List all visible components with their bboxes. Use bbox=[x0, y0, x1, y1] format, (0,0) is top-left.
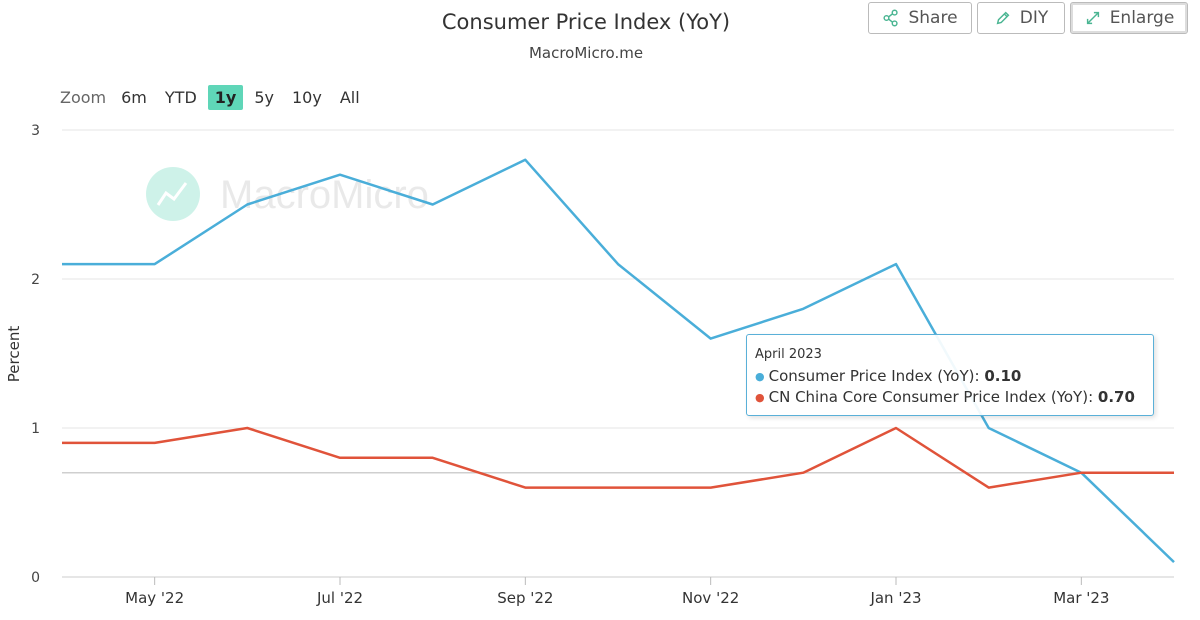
tooltip-date: April 2023 bbox=[755, 347, 822, 362]
zoom-5y-button[interactable]: 5y bbox=[254, 88, 274, 107]
x-tick-label: Jul '22 bbox=[316, 589, 363, 607]
tooltip-row-value: 0.70 bbox=[1097, 388, 1135, 406]
watermark: MacroMicro bbox=[146, 167, 429, 221]
series-dot-icon: ● bbox=[755, 370, 765, 383]
chart-subtitle: MacroMicro.me bbox=[528, 44, 644, 62]
zoom-selector: Zoom 6m YTD 1y 5y 10y All bbox=[60, 85, 371, 110]
series-lines bbox=[62, 158, 1175, 563]
tooltip-row-label: Consumer Price Index (YoY): bbox=[768, 367, 985, 385]
y-tick-label: 2 bbox=[31, 272, 40, 288]
y-axis-title: Percent bbox=[5, 326, 23, 383]
x-tick-label: May '22 bbox=[125, 589, 184, 607]
share-icon bbox=[883, 9, 899, 27]
y-tick-label: 3 bbox=[31, 123, 40, 139]
share-button-label: Share bbox=[908, 8, 958, 28]
tooltip-row-cpi: ● Consumer Price Index (YoY): 0.10 bbox=[755, 366, 1145, 387]
x-axis: May '22 Jul '22 Sep '22 Nov '22 Jan '23 Mar '… bbox=[62, 576, 1174, 607]
enlarge-button-label: Enlarge bbox=[1109, 8, 1175, 28]
tooltip-row-label: CN China Core Consumer Price Index (YoY)… bbox=[768, 388, 1098, 406]
x-tick-label: Nov '22 bbox=[682, 589, 739, 607]
tooltip: April 2023 ● Consumer Price Index (YoY): … bbox=[746, 334, 1154, 416]
diy-button-label: DIY bbox=[1019, 8, 1049, 28]
zoom-10y-button[interactable]: 10y bbox=[291, 88, 322, 107]
x-tick-label: Sep '22 bbox=[497, 589, 553, 607]
y-tick-label: 0 bbox=[31, 570, 40, 586]
diy-button[interactable]: DIY bbox=[977, 2, 1065, 34]
zoom-6m-button[interactable]: 6m bbox=[121, 88, 147, 107]
watermark-logo-icon bbox=[146, 167, 200, 221]
series-line-1 bbox=[62, 426, 1174, 489]
tooltip-row-value: 0.10 bbox=[984, 367, 1022, 385]
pencil-icon bbox=[996, 11, 1010, 25]
zoom-ytd-button[interactable]: YTD bbox=[164, 88, 197, 107]
enlarge-button[interactable]: Enlarge bbox=[1070, 2, 1188, 34]
expand-icon bbox=[1086, 11, 1099, 25]
tooltip-row-core-cpi: ● CN China Core Consumer Price Index (YoY… bbox=[755, 387, 1145, 408]
x-tick-label: Jan '23 bbox=[869, 589, 921, 607]
y-tick-label: 1 bbox=[31, 421, 40, 437]
y-axis-labels: 0 1 2 3 bbox=[31, 123, 40, 586]
series-dot-icon: ● bbox=[755, 391, 765, 404]
x-tick-label: Mar '23 bbox=[1053, 589, 1109, 607]
zoom-all-button[interactable]: All bbox=[339, 88, 360, 107]
zoom-label: Zoom bbox=[60, 88, 107, 107]
watermark-logo-stroke bbox=[156, 182, 188, 206]
zoom-1y-button[interactable]: 1y bbox=[207, 85, 244, 110]
series-line-0 bbox=[62, 158, 1175, 563]
chart-title: Consumer Price Index (YoY) bbox=[441, 10, 731, 34]
share-button[interactable]: Share bbox=[868, 2, 972, 34]
